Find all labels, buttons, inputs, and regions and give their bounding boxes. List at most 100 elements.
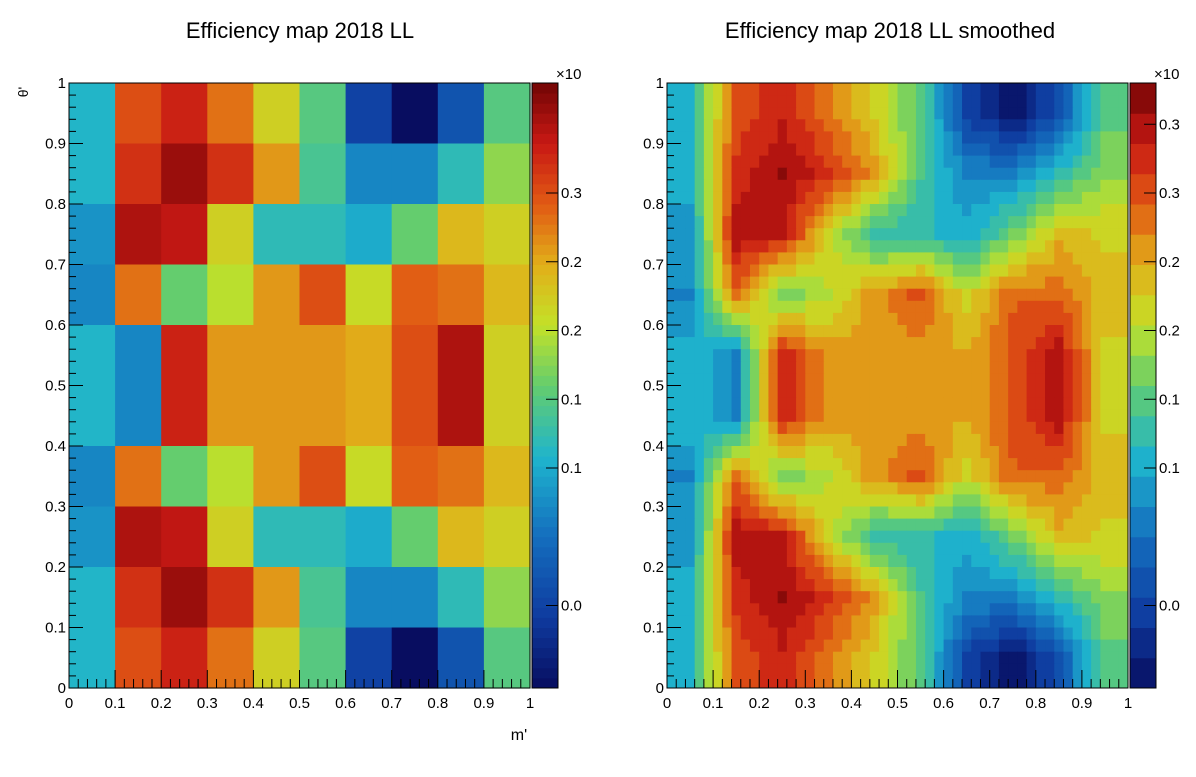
- heat-cell: [161, 83, 208, 145]
- smoothed-cell: [906, 542, 917, 556]
- smoothed-cell: [731, 191, 742, 205]
- smoothed-cell: [897, 494, 908, 507]
- smoothed-cell: [667, 228, 677, 241]
- x-tick-label: 0.2: [749, 695, 770, 712]
- smoothed-cell: [777, 603, 788, 616]
- smoothed-cell: [740, 603, 751, 616]
- smoothed-cell: [934, 252, 945, 265]
- smoothed-cell: [667, 300, 677, 314]
- smoothed-cell: [1081, 204, 1092, 217]
- smoothed-cell: [703, 397, 714, 411]
- smoothed-cell: [1081, 385, 1092, 399]
- smoothed-cell: [1054, 675, 1064, 689]
- smoothed-cell: [759, 651, 769, 665]
- smoothed-cell: [796, 373, 806, 386]
- smoothed-cell: [667, 288, 677, 302]
- smoothed-cell: [777, 567, 788, 580]
- smoothed-cell: [786, 651, 797, 665]
- smoothed-cell: [971, 264, 981, 278]
- smoothed-cell: [962, 421, 972, 435]
- smoothed-cell: [860, 240, 871, 253]
- smoothed-cell: [998, 240, 1009, 253]
- heat-cell: [299, 143, 347, 205]
- smoothed-cell: [1008, 627, 1018, 641]
- smoothed-cell: [1035, 554, 1046, 568]
- smoothed-cell: [814, 167, 825, 181]
- smoothed-cell: [740, 204, 751, 217]
- smoothed-cell: [676, 494, 686, 507]
- smoothed-cell: [971, 554, 981, 568]
- smoothed-cell: [1054, 288, 1064, 302]
- smoothed-cell: [962, 312, 972, 326]
- smoothed-cell: [971, 542, 981, 556]
- smoothed-cell: [842, 191, 852, 205]
- smoothed-cell: [1072, 530, 1083, 544]
- smoothed-cell: [676, 119, 686, 132]
- smoothed-cell: [934, 349, 945, 362]
- heat-cell: [69, 325, 116, 387]
- smoothed-cell: [777, 530, 788, 544]
- smoothed-cell: [805, 446, 816, 459]
- smoothed-cell: [998, 216, 1009, 229]
- smoothed-cell: [676, 542, 686, 556]
- smoothed-cell: [952, 458, 963, 471]
- smoothed-cell: [1118, 276, 1129, 290]
- smoothed-cell: [851, 554, 862, 568]
- smoothed-cell: [713, 204, 723, 217]
- smoothed-cell: [749, 567, 760, 580]
- heat-cell: [483, 627, 531, 689]
- smoothed-cell: [759, 627, 769, 641]
- heat-cell: [437, 143, 485, 205]
- smoothed-cell: [703, 542, 714, 556]
- smoothed-cell: [805, 95, 816, 108]
- heat-cell: [483, 143, 531, 205]
- smoothed-cell: [851, 409, 862, 423]
- smoothed-cell: [989, 470, 1000, 483]
- smoothed-cell: [786, 470, 797, 483]
- smoothed-cell: [722, 179, 733, 193]
- smoothed-cell: [879, 312, 889, 326]
- smoothed-cell: [722, 83, 733, 96]
- smoothed-cell: [1017, 349, 1028, 362]
- smoothed-cell: [888, 554, 898, 568]
- smoothed-cell: [832, 325, 843, 338]
- smoothed-cell: [1008, 349, 1018, 362]
- smoothed-cell: [1100, 204, 1111, 217]
- smoothed-cell: [759, 603, 769, 616]
- heat-cell: [161, 506, 208, 568]
- smoothed-cell: [685, 204, 696, 217]
- smoothed-cell: [971, 349, 981, 362]
- smoothed-cell: [1109, 288, 1120, 302]
- smoothed-cell: [860, 385, 871, 399]
- smoothed-cell: [906, 349, 917, 362]
- smoothed-cell: [713, 663, 723, 677]
- smoothed-cell: [1100, 409, 1111, 423]
- smoothed-cell: [1026, 204, 1037, 217]
- smoothed-cell: [879, 663, 889, 677]
- smoothed-cell: [971, 276, 981, 290]
- x-tick-label: 0.9: [473, 695, 494, 712]
- smoothed-cell: [805, 433, 816, 447]
- smoothed-cell: [860, 216, 871, 229]
- smoothed-cell: [1091, 131, 1101, 144]
- smoothed-cell: [1118, 397, 1129, 411]
- smoothed-cell: [860, 300, 871, 314]
- colorbar-tick-label: 0.1: [561, 460, 582, 477]
- smoothed-cell: [1017, 300, 1028, 314]
- smoothed-cell: [980, 337, 991, 350]
- smoothed-cell: [851, 312, 862, 326]
- smoothed-cell: [796, 252, 806, 265]
- smoothed-cell: [814, 591, 825, 604]
- smoothed-cell: [860, 228, 871, 241]
- smoothed-cell: [1072, 204, 1083, 217]
- smoothed-cell: [1081, 579, 1092, 592]
- smoothed-cell: [934, 264, 945, 278]
- smoothed-cell: [749, 131, 760, 144]
- smoothed-cell: [814, 409, 825, 423]
- y-tick-label: 0.3: [643, 499, 664, 516]
- smoothed-cell: [934, 373, 945, 386]
- smoothed-cell: [1081, 470, 1092, 483]
- smoothed-cell: [676, 337, 686, 350]
- smoothed-cell: [740, 131, 751, 144]
- smoothed-cell: [925, 433, 935, 447]
